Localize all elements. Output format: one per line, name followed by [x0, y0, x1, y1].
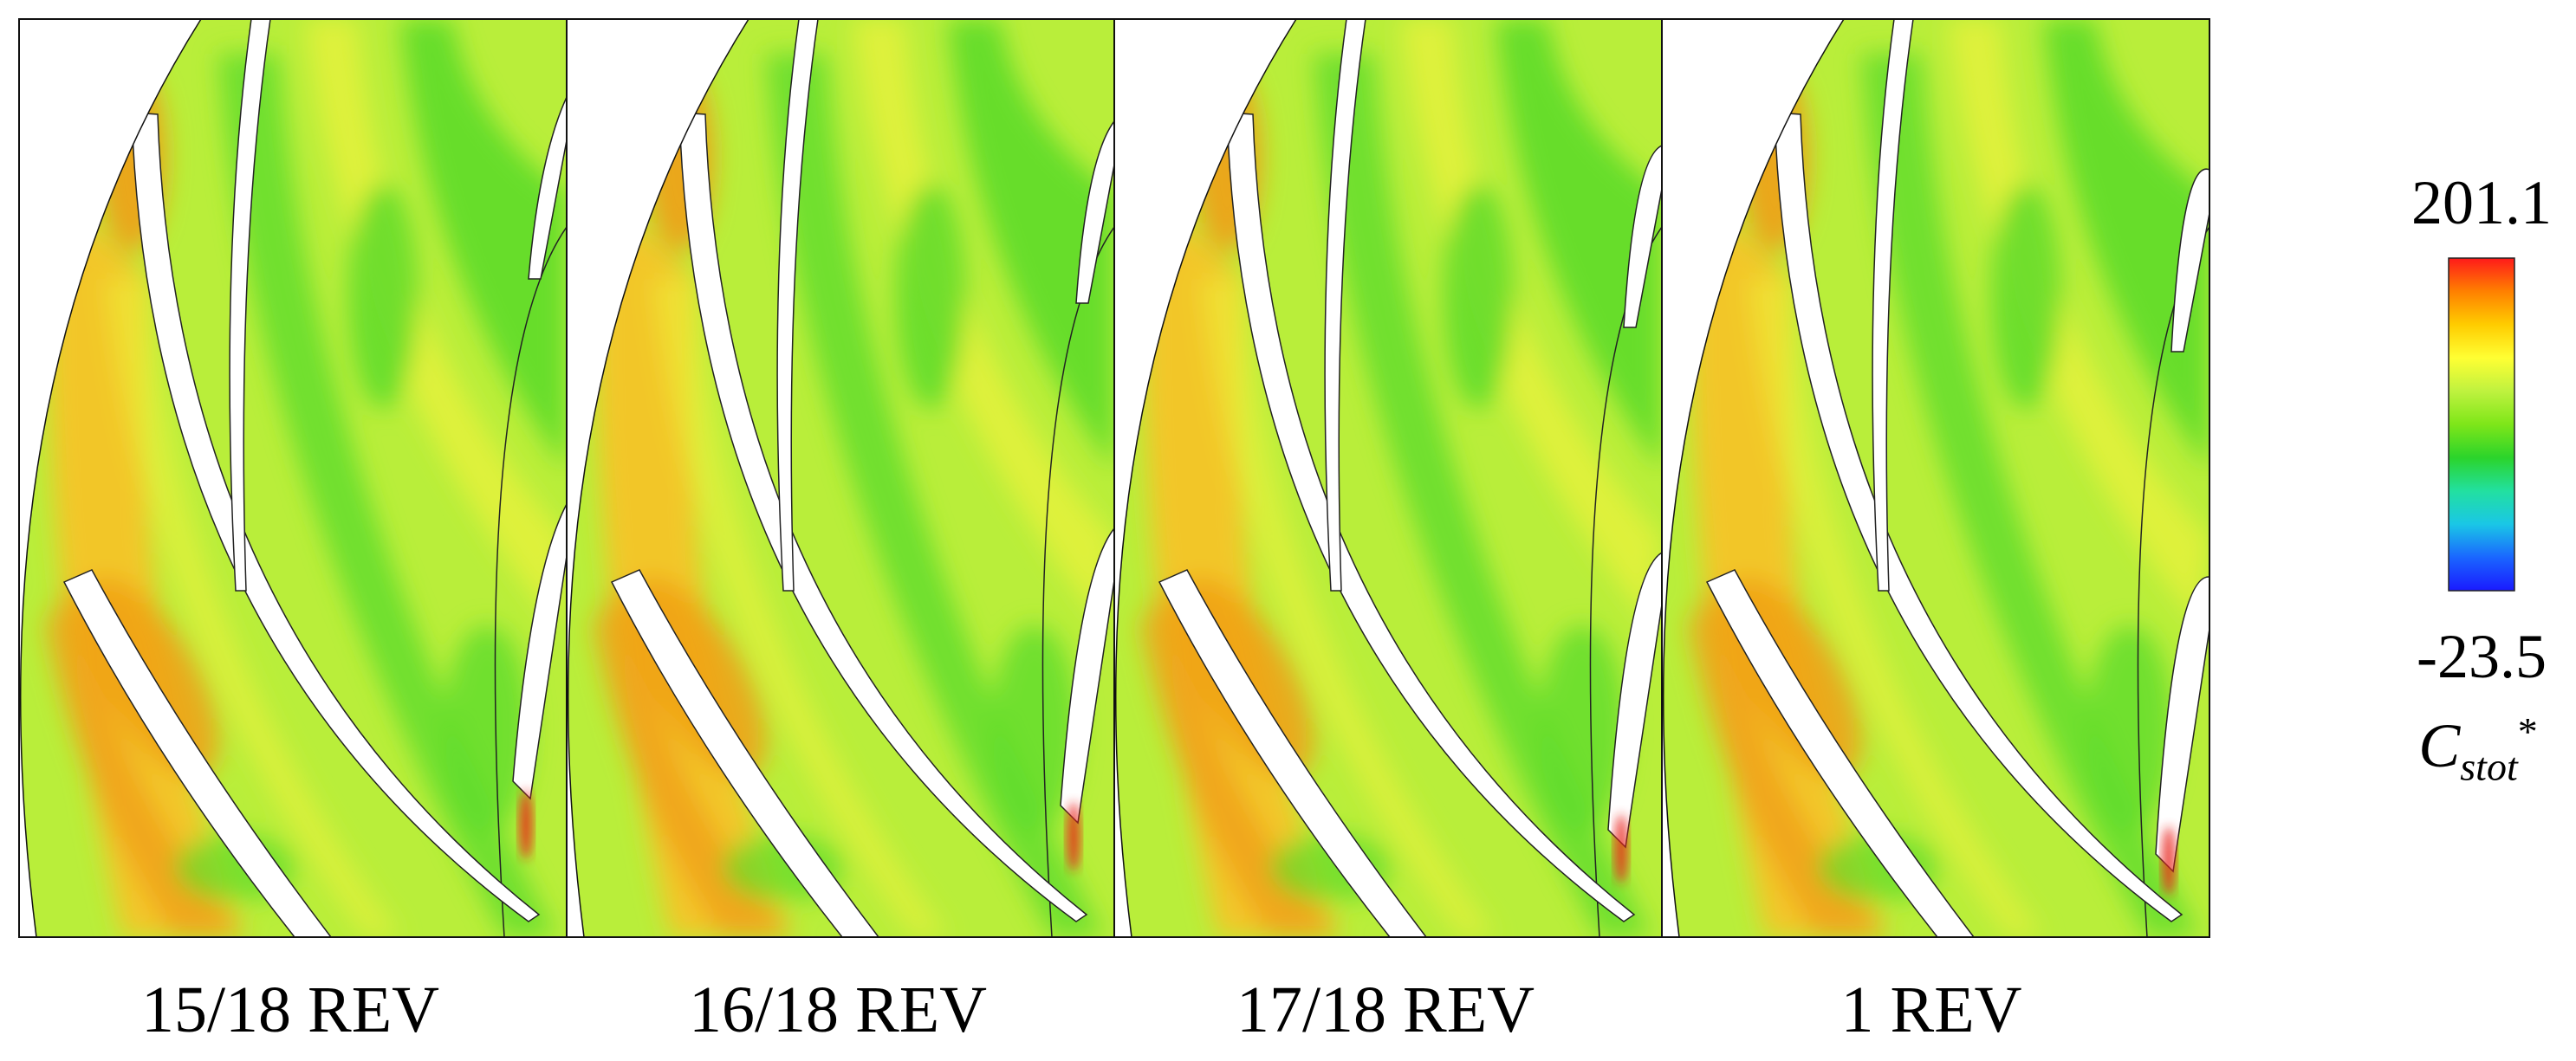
colorbar-superscript: *	[2517, 709, 2538, 754]
inlet-boundary	[567, 18, 749, 938]
pressure-field	[568, 19, 1114, 937]
diffuser-vanes	[512, 96, 567, 800]
panel-label-1: 15/18 REV	[140, 974, 440, 1046]
inlet-boundary	[19, 18, 202, 938]
pressure-field	[1115, 19, 1662, 937]
impeller-blades	[1158, 19, 1636, 937]
panel-label-2: 16/18 REV	[688, 974, 988, 1046]
colorbar-max-label: 201.1	[2411, 168, 2552, 237]
panel-label-4: 1 REV	[1840, 974, 2022, 1046]
panel-label-3: 17/18 REV	[1236, 974, 1535, 1046]
diffuser-vanes	[1060, 119, 1114, 825]
pressure-field	[1663, 19, 2209, 937]
inlet-boundary	[1114, 18, 1297, 938]
diffuser-vanes	[1607, 144, 1662, 849]
colorbar-subscript: stot	[2460, 744, 2518, 789]
colorbar-variable: C	[2418, 711, 2461, 780]
contour-panel-4	[1661, 18, 2210, 938]
impeller-blades	[610, 19, 1088, 937]
contour-panel-3	[1113, 18, 1663, 938]
colorbar	[2448, 257, 2515, 592]
colorbar-variable-label: Cstot*	[2365, 712, 2576, 786]
impeller-blades	[1705, 19, 2183, 937]
diffuser-vanes	[2155, 168, 2209, 873]
panel-frame	[1661, 18, 2210, 938]
colorbar-min-label: -23.5	[2417, 622, 2547, 691]
pressure-field	[20, 19, 567, 937]
inlet-boundary	[1662, 18, 1845, 938]
impeller-blades	[62, 19, 541, 937]
contour-panels	[18, 18, 2210, 938]
contour-panel-1	[18, 18, 568, 938]
colorbar-scale	[2448, 257, 2515, 592]
contour-panel-2	[566, 18, 1115, 938]
